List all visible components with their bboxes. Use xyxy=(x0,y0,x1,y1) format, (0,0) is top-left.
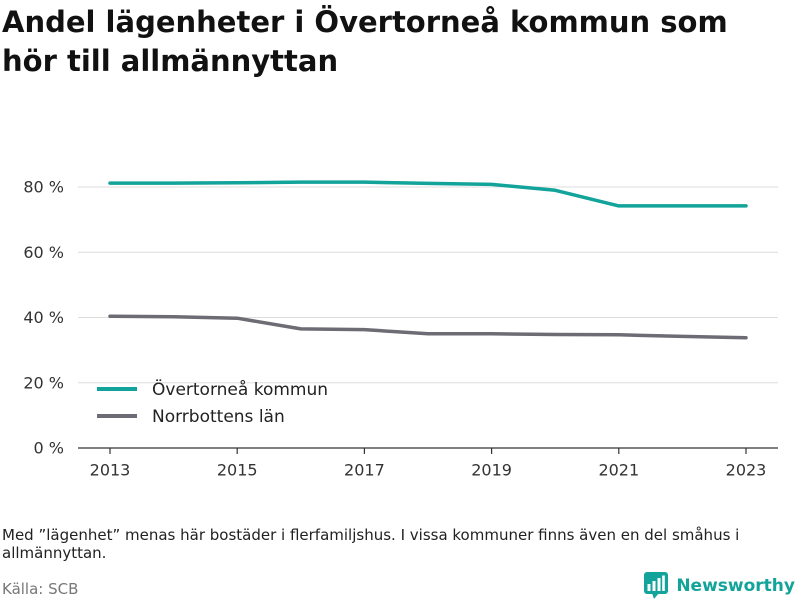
newsworthy-logo[interactable]: Newsworthy xyxy=(644,572,795,600)
legend-item-overtornea-kommun: Övertorneå kommun xyxy=(97,378,328,400)
y-tick-label: 0 % xyxy=(34,439,64,458)
series-line-norrbottens-lan xyxy=(108,314,748,340)
newsworthy-wordmark: Newsworthy xyxy=(676,576,795,596)
x-tick-label: 2023 xyxy=(726,461,767,480)
line-chart: 0 % 20 % 40 % 60 % 80 % 2013 2015 2017 2019 2021… xyxy=(23,178,778,480)
chart-note: Med ”lägenhet” menas här bostäder i fler… xyxy=(2,526,740,562)
x-tick-label: 2015 xyxy=(217,461,258,480)
y-tick-label: 20 % xyxy=(23,373,64,392)
legend-label: Norrbottens län xyxy=(152,407,285,427)
newsworthy-logo-icon xyxy=(644,572,669,599)
y-tick-label: 80 % xyxy=(23,178,64,197)
y-tick-label: 40 % xyxy=(23,308,64,327)
x-tick-label: 2013 xyxy=(90,461,131,480)
source-credit: Källa: SCB xyxy=(2,580,79,598)
chart-title: Andel lägenheter i Övertorneå kommun som… xyxy=(2,5,728,78)
x-tick-label: 2017 xyxy=(344,461,385,480)
x-tick-label: 2021 xyxy=(598,461,639,480)
legend: Övertorneå kommun Norrbottens län xyxy=(97,378,328,427)
series-line-overtornea-kommun xyxy=(108,180,748,208)
series-lines xyxy=(108,180,748,340)
x-tick-label: 2019 xyxy=(471,461,512,480)
y-axis: 0 % 20 % 40 % 60 % 80 % xyxy=(23,178,64,458)
legend-item-norrbottens-lan: Norrbottens län xyxy=(97,407,285,427)
y-tick-label: 60 % xyxy=(23,243,64,262)
legend-label: Övertorneå kommun xyxy=(152,378,328,400)
gridlines xyxy=(78,186,778,384)
x-axis: 2013 2015 2017 2019 2021 2023 xyxy=(90,448,767,480)
